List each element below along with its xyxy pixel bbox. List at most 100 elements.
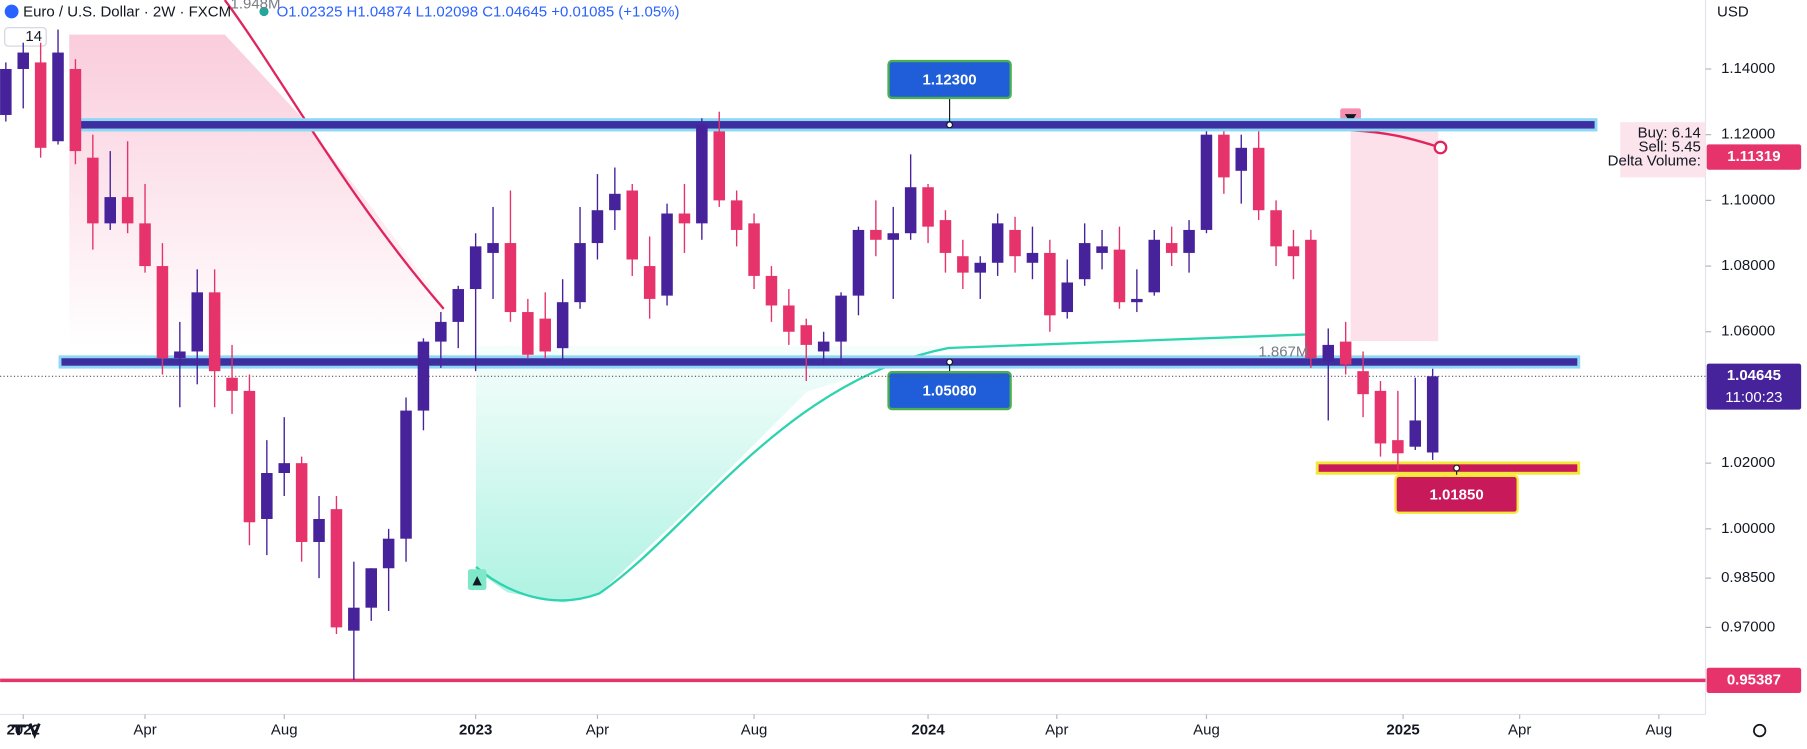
y-tick-label: 1.12000 <box>1721 126 1775 143</box>
candle-body <box>156 266 169 359</box>
y-tick-label: 1.00000 <box>1721 520 1775 537</box>
candle-body <box>121 197 134 224</box>
candle-body <box>1096 246 1108 253</box>
candle-body <box>365 568 378 608</box>
candle-body <box>226 377 238 391</box>
indicator-marker <box>1433 140 1448 155</box>
candle-body <box>1113 249 1126 303</box>
x-tick-label: 2025 <box>1386 722 1419 739</box>
candle-body <box>1339 341 1352 365</box>
length-box <box>4 27 47 47</box>
candle-body <box>261 473 273 519</box>
y-tick-label: 1.08000 <box>1721 257 1775 274</box>
candle-body <box>800 325 813 345</box>
candle-body <box>626 190 639 260</box>
callout-label: 1.01850 <box>1430 486 1484 503</box>
y-tick-label: 0.97000 <box>1721 618 1775 635</box>
countdown: 11:00:23 <box>1725 389 1782 406</box>
price-label: 0.95387 <box>1727 671 1781 688</box>
delta-volume: Delta Volume: <box>1608 152 1701 169</box>
candle-body <box>522 312 534 355</box>
candle-body <box>870 229 882 240</box>
volume-box <box>1620 122 1706 178</box>
price-label-box <box>1706 363 1802 410</box>
candle-body <box>1044 252 1056 316</box>
candle-body <box>609 193 621 211</box>
price-label-box <box>1706 144 1802 170</box>
candle-body <box>539 318 552 352</box>
candle-body <box>417 341 430 411</box>
candle-body <box>974 262 987 273</box>
symbol-title: Euro / U.S. Dollar · 2W · FXCM <box>23 4 231 21</box>
level-zone <box>58 355 1581 369</box>
indicator-line <box>475 333 1314 602</box>
candle-body <box>504 243 517 313</box>
level-zone <box>1315 461 1581 475</box>
candle-body <box>1392 440 1404 454</box>
sell-volume: Sell: 5.45 <box>1638 138 1700 155</box>
level-zone <box>74 118 1598 132</box>
candle-body <box>208 292 221 372</box>
candle-body <box>904 187 917 234</box>
candle-body <box>1322 344 1335 362</box>
candle-body <box>835 295 847 342</box>
candle-body <box>1305 239 1317 359</box>
candle-body <box>1061 282 1074 313</box>
candle-body <box>1165 243 1178 253</box>
candle-body <box>748 223 760 276</box>
candle-body <box>957 256 969 273</box>
candle-body <box>1026 252 1039 263</box>
logo <box>11 723 41 740</box>
candle-body <box>765 275 778 306</box>
x-tick-label: Aug <box>741 722 768 739</box>
callout-box <box>1394 474 1519 514</box>
candle-body <box>1235 147 1248 171</box>
candle-body <box>1374 390 1387 444</box>
candle-body <box>191 292 203 352</box>
candle-body <box>139 223 151 267</box>
indicator-shade <box>475 334 1314 603</box>
candle-body <box>852 229 865 296</box>
candle-body <box>922 187 934 227</box>
candle-body <box>52 52 64 142</box>
candle-body <box>452 289 465 322</box>
indicator-shade <box>1350 124 1439 342</box>
y-tick-label: 0.98500 <box>1721 569 1775 586</box>
callout-box <box>887 371 1012 411</box>
candle-body <box>435 321 447 342</box>
candle-body <box>330 509 343 628</box>
candle-body <box>313 518 325 542</box>
candle-body <box>295 463 308 542</box>
candle-body <box>678 213 691 224</box>
candle-body <box>1009 229 1021 257</box>
x-tick-label: Apr <box>1508 722 1531 739</box>
candle-body <box>243 390 256 523</box>
candle-body <box>17 52 29 69</box>
candle-body <box>783 305 795 332</box>
candle-body <box>696 124 708 224</box>
candle-body <box>574 243 586 303</box>
candle-body <box>174 351 186 359</box>
indicator-line <box>223 0 445 310</box>
signal-arrow <box>472 576 482 586</box>
candle-body <box>1183 229 1195 253</box>
candle-body <box>1252 147 1265 211</box>
x-tick-label: Apr <box>586 722 609 739</box>
candle-body <box>661 213 673 296</box>
candle-body <box>817 341 830 352</box>
buy-volume: Buy: 6.14 <box>1638 125 1701 142</box>
candle-body <box>1218 134 1230 178</box>
x-tick-label: Apr <box>133 722 156 739</box>
candle-body <box>1426 376 1439 453</box>
status-dot <box>259 6 269 17</box>
settings-icon[interactable] <box>1753 723 1767 738</box>
candle-body <box>0 68 12 115</box>
candle-body <box>1409 420 1422 447</box>
candle-body <box>991 223 1004 263</box>
candle-body <box>1131 298 1143 303</box>
length-input: 14 <box>25 28 42 45</box>
x-tick-label: Aug <box>271 722 298 739</box>
currency: USD <box>1717 4 1749 21</box>
